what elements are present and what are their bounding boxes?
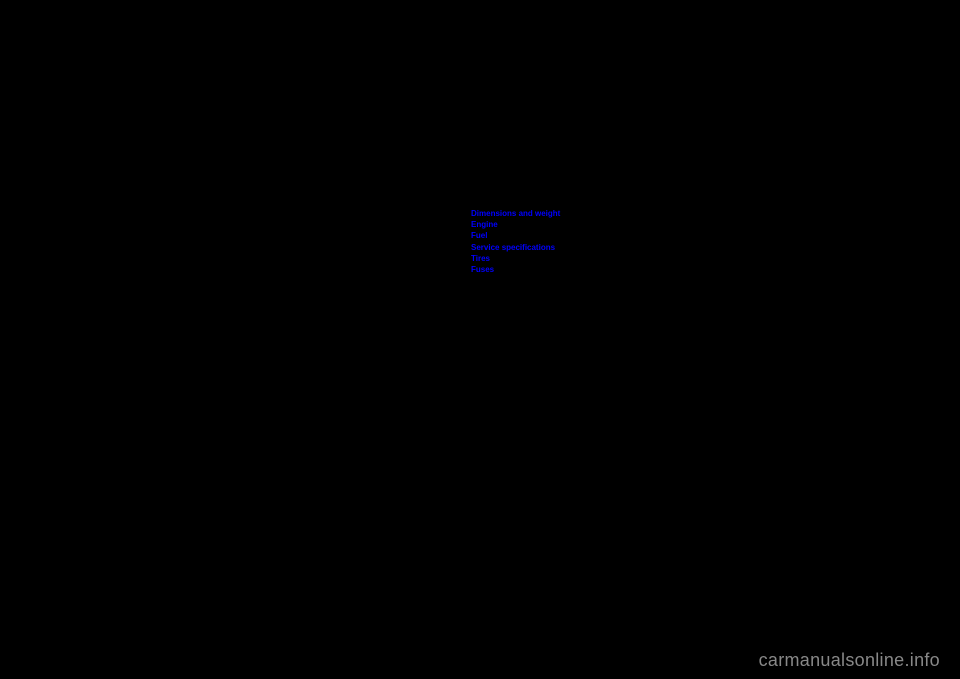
link-fuses[interactable]: Fuses — [471, 264, 560, 275]
link-service-specifications[interactable]: Service specifications — [471, 242, 560, 253]
link-fuel[interactable]: Fuel — [471, 230, 560, 241]
link-tires[interactable]: Tires — [471, 253, 560, 264]
link-engine[interactable]: Engine — [471, 219, 560, 230]
links-container: Dimensions and weight Engine Fuel Servic… — [471, 208, 560, 275]
watermark-text: carmanualsonline.info — [759, 650, 940, 671]
link-dimensions-weight[interactable]: Dimensions and weight — [471, 208, 560, 219]
